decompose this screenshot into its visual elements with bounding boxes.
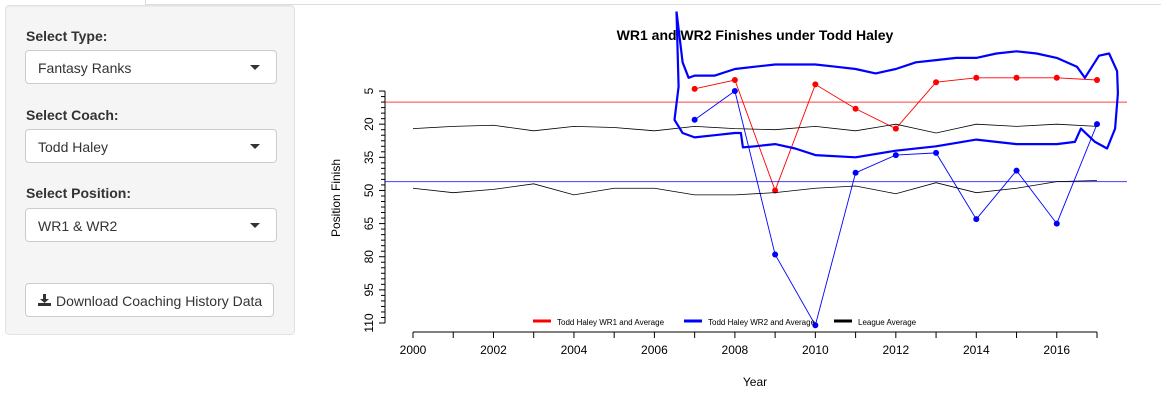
- tab-strip-edge: [145, 0, 146, 5]
- data-point: [772, 187, 779, 194]
- download-icon: [38, 294, 51, 306]
- y-tick-label: 5: [362, 87, 376, 94]
- data-point: [731, 88, 738, 95]
- series-line: [412, 180, 1098, 196]
- coach-select[interactable]: Todd Haley: [25, 129, 277, 163]
- chevron-down-icon: [250, 144, 260, 149]
- sidebar-panel: Select Type: Fantasy Ranks Select Coach:…: [5, 5, 295, 335]
- x-tick-label: 2010: [802, 343, 829, 357]
- select-position-label: Select Position:: [26, 185, 132, 201]
- position-select-value: WR1 & WR2: [38, 218, 118, 234]
- chevron-down-icon: [250, 223, 260, 228]
- data-point: [973, 216, 980, 223]
- y-tick-label: 110: [362, 313, 376, 332]
- data-point: [933, 79, 940, 86]
- data-point: [852, 105, 859, 112]
- series-line: [412, 123, 1098, 134]
- y-tick-label: 95: [362, 283, 376, 297]
- data-point: [731, 77, 738, 83]
- y-tick-label: 65: [362, 217, 376, 231]
- data-point: [1013, 167, 1020, 174]
- select-coach-label: Select Coach:: [26, 107, 119, 123]
- x-tick-label: 2006: [641, 343, 668, 357]
- data-point: [892, 125, 899, 132]
- type-select-value: Fantasy Ranks: [38, 60, 132, 76]
- x-axis-title: Year: [743, 375, 767, 389]
- tab-strip-border: [145, 4, 1161, 5]
- data-point: [812, 81, 819, 88]
- data-point: [1094, 121, 1100, 128]
- data-point: [933, 149, 940, 156]
- legend-label: Todd Haley WR2 and Average: [708, 318, 816, 327]
- x-tick-label: 2008: [722, 343, 749, 357]
- chart-area: WR1 and WR2 Finishes under Todd Haley Ye…: [329, 11, 1127, 389]
- y-axis-title: Position Finish: [329, 159, 343, 237]
- y-tick-label: 80: [362, 250, 376, 264]
- x-tick-label: 2000: [400, 343, 427, 357]
- position-select[interactable]: WR1 & WR2: [25, 208, 277, 242]
- data-point: [1053, 220, 1060, 227]
- x-tick-label: 2014: [963, 343, 990, 357]
- annotation-outline: [673, 11, 1119, 159]
- download-button-label: Download Coaching History Data: [56, 293, 263, 309]
- download-button[interactable]: Download Coaching History Data: [25, 283, 274, 317]
- x-tick-label: 2004: [561, 343, 588, 357]
- data-point: [1013, 74, 1020, 81]
- data-point: [1094, 77, 1100, 83]
- chart-legend: Todd Haley WR1 and Average Todd Haley WR2…: [533, 318, 917, 327]
- x-tick-label: 2016: [1043, 343, 1070, 357]
- data-point: [772, 251, 779, 258]
- data-point: [812, 322, 819, 329]
- type-select[interactable]: Fantasy Ranks: [25, 50, 277, 84]
- y-tick-label: 50: [362, 183, 376, 197]
- data-point: [852, 169, 859, 176]
- legend-label: Todd Haley WR1 and Average: [557, 318, 665, 327]
- plot-layer: 5 20 35 50 65 80 95 110 2000 2002 2004 2006 2008 2010…: [362, 11, 1127, 357]
- chart-title: WR1 and WR2 Finishes under Todd Haley: [617, 27, 894, 43]
- select-type-label: Select Type:: [26, 28, 108, 44]
- data-point: [691, 116, 698, 123]
- x-tick-label: 2012: [882, 343, 909, 357]
- y-tick-label: 35: [362, 150, 376, 164]
- data-point: [1053, 74, 1060, 81]
- chevron-down-icon: [250, 65, 260, 70]
- data-point: [691, 85, 698, 92]
- x-tick-label: 2002: [480, 343, 507, 357]
- data-point: [892, 152, 899, 159]
- data-point: [973, 74, 980, 81]
- coach-select-value: Todd Haley: [38, 139, 109, 155]
- y-tick-label: 20: [362, 117, 376, 131]
- legend-label: League Average: [858, 318, 917, 327]
